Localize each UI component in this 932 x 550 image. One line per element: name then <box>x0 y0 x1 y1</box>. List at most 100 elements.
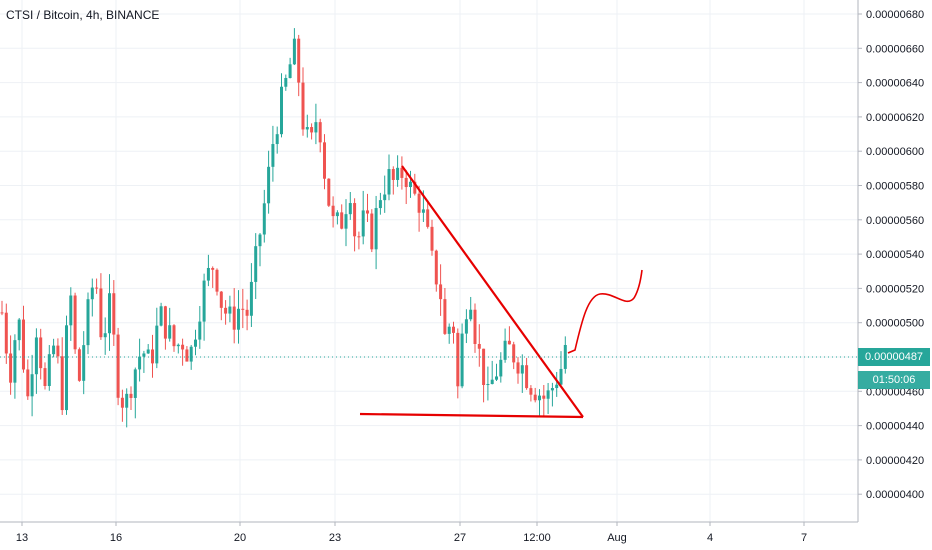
candle-down <box>413 181 417 194</box>
bar-countdown-tag: 01:50:06 <box>858 371 930 389</box>
candle-down <box>172 325 176 347</box>
candle-down <box>400 167 404 178</box>
y-tick-label: 0.00000540 <box>866 249 924 261</box>
projection-curve[interactable] <box>567 269 643 354</box>
y-tick-label: 0.00000560 <box>866 215 924 227</box>
candle-down <box>529 388 533 395</box>
y-tick-label: 0.00000660 <box>866 43 924 55</box>
y-tick-label: 0.00000520 <box>866 283 924 295</box>
candle-down <box>116 334 120 398</box>
candle-up <box>198 321 202 340</box>
candle-up <box>30 374 34 397</box>
candle-up <box>86 299 90 346</box>
candle-up <box>460 333 464 387</box>
candle-down <box>434 250 438 285</box>
candle-down <box>456 332 460 387</box>
candle-down <box>477 343 481 349</box>
candle-down <box>151 349 154 364</box>
candle-up <box>69 295 73 326</box>
candle-up <box>409 181 412 188</box>
candle-up <box>228 306 232 314</box>
candle-down <box>301 82 305 130</box>
candle-down <box>443 299 447 334</box>
candle-down <box>391 169 395 180</box>
candle-up <box>563 344 567 369</box>
support-trendline[interactable] <box>359 412 584 419</box>
candle-up <box>275 134 279 145</box>
candle-up <box>284 77 288 87</box>
candle-down <box>43 368 47 386</box>
candle-up <box>249 281 253 316</box>
candle-down <box>0 312 4 314</box>
candle-down <box>323 142 326 179</box>
candle-down <box>241 308 245 310</box>
candle-down <box>56 345 60 357</box>
candle-down <box>60 356 64 411</box>
candle-up <box>503 340 507 360</box>
candle-up <box>387 169 391 195</box>
current-price-tag: 0.00000487 <box>858 348 930 366</box>
candle-up <box>262 203 266 235</box>
candle-down <box>26 369 30 397</box>
candle-up <box>314 122 318 133</box>
candle-up <box>378 200 382 209</box>
candle-down <box>224 307 228 314</box>
x-tick-label: 27 <box>454 532 466 544</box>
candle-down <box>99 288 103 338</box>
candle-up <box>52 345 56 355</box>
candle-down <box>73 295 77 350</box>
y-tick-label: 0.00000620 <box>866 112 924 124</box>
candle-up <box>447 326 451 334</box>
y-tick-label: 0.00000580 <box>866 181 924 193</box>
candle-down <box>181 344 185 350</box>
y-tick-label: 0.00000400 <box>866 489 924 501</box>
candle-down <box>417 193 421 213</box>
candle-up <box>47 354 51 386</box>
candle-up <box>13 340 17 383</box>
x-tick-label: 23 <box>329 532 341 544</box>
candle-down <box>430 226 434 251</box>
candle-up <box>254 246 258 282</box>
candle-down <box>353 203 357 237</box>
candle-down <box>331 205 335 217</box>
x-tick-label: Aug <box>607 532 627 544</box>
y-tick-label: 0.00000460 <box>866 386 924 398</box>
candle-down <box>318 122 322 143</box>
candle-up <box>125 393 129 408</box>
candle-up <box>267 166 271 204</box>
candle-up <box>202 280 206 322</box>
candle-up <box>546 390 550 399</box>
candle-down <box>185 349 189 362</box>
descending-trendline[interactable] <box>401 165 584 418</box>
candle-down <box>525 365 529 389</box>
candle-up <box>155 325 159 364</box>
candle-up <box>206 267 210 281</box>
candle-up <box>194 339 197 347</box>
candle-up <box>168 325 172 339</box>
grid-lines <box>0 0 858 522</box>
candle-down <box>297 38 301 83</box>
candle-up <box>464 319 468 334</box>
y-tick-label: 0.00000640 <box>866 78 924 90</box>
candle-up <box>421 209 425 213</box>
candle-down <box>39 337 43 369</box>
candle-down <box>327 178 331 206</box>
candle-up <box>348 203 352 215</box>
candle-down <box>211 267 215 270</box>
price-axis[interactable]: 0.00000680 0.00000660 0.00000640 0.00000620… <box>858 9 924 501</box>
candle-down <box>452 326 455 333</box>
time-axis[interactable]: 13 16 20 23 27 12:00 Aug 4 7 <box>16 522 807 544</box>
candle-up <box>146 349 150 354</box>
candle-up <box>108 293 111 334</box>
candle-down <box>77 349 81 381</box>
candle-up <box>82 345 86 381</box>
candle-up <box>138 356 142 370</box>
candle-up <box>486 384 490 386</box>
x-tick-label: 20 <box>234 532 246 544</box>
candle-up <box>271 144 275 167</box>
y-tick-label: 0.00000600 <box>866 146 924 158</box>
candle-up <box>159 306 163 326</box>
candle-up <box>374 208 378 250</box>
candle-down <box>357 236 361 238</box>
